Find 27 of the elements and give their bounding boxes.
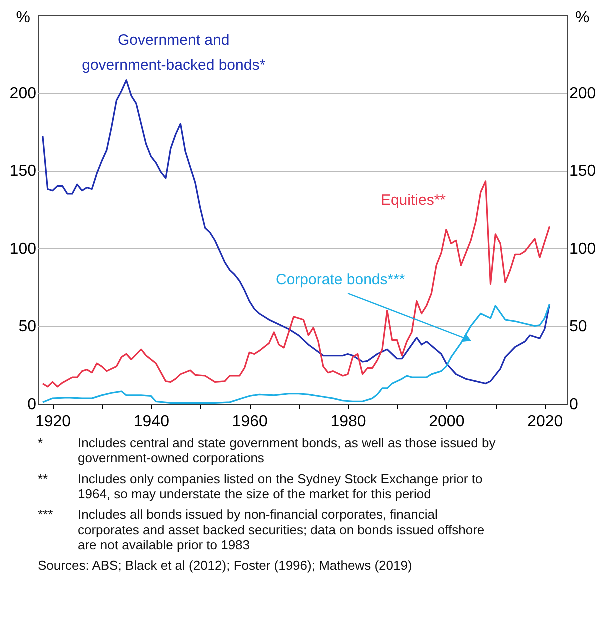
series-label: Equities** [380, 192, 446, 210]
text: Government and government-backed bonds* [82, 32, 266, 74]
x-tick-label: 1940 [134, 414, 170, 430]
text: *** Includes all bonds issued by non-financial corporates, financial corporates and asset backed securities; data on bonds issued offshore are not available prior to 1983 [38, 507, 485, 552]
y-tick-label: 0 [28, 396, 37, 414]
text: Corporate bonds*** [276, 272, 406, 289]
y2-tick-label: 200 [570, 85, 596, 102]
y-tick-label: 200 [10, 85, 37, 102]
y2-tick-label: 0 [570, 396, 578, 414]
x-tick-label: 2000 [429, 414, 465, 430]
y2-tick-label: 50 [570, 318, 588, 336]
y2-tick-label: 100 [570, 240, 596, 258]
source-note: Sources: ABS; Black et al (2012); Foster (1996); Mathews (2019) [38, 558, 412, 574]
y2-tick-label: 150 [570, 163, 596, 180]
x-tick-label: 2020 [528, 414, 564, 430]
x-tick-label: 1980 [330, 414, 366, 430]
y-tick-label: 100 [10, 240, 37, 258]
line-series [42, 180, 551, 388]
x-tick-label: 1960 [232, 414, 268, 430]
text: * Includes central and state government bonds, as well as those issued by government-owned corporations [38, 435, 496, 466]
y-tick-label: 150 [10, 163, 37, 180]
y2-axis-title: % [576, 10, 590, 26]
y-axis-title: % [16, 10, 30, 26]
x-tick-label: 1920 [35, 414, 72, 430]
line-series [42, 80, 551, 385]
y-tick-label: 50 [18, 318, 37, 336]
text: ** Includes only companies listed on the Sydney Stock Exchange prior to 1964, so may understate the size of the market for this period [38, 471, 483, 502]
